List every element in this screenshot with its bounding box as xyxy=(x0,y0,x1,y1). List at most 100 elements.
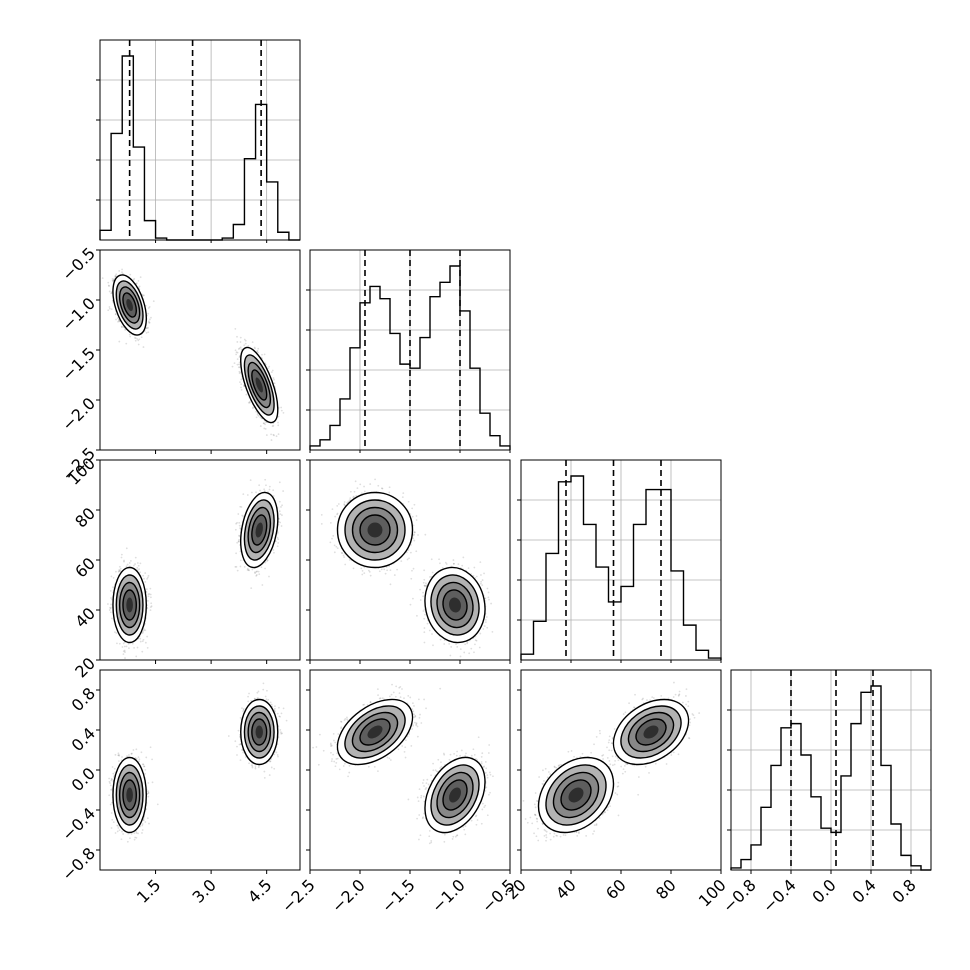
scatter-point xyxy=(146,327,148,329)
scatter-point xyxy=(238,361,241,364)
scatter-point xyxy=(282,411,285,414)
scatter-point xyxy=(247,401,250,404)
scatter-point xyxy=(248,400,251,403)
scatter-point xyxy=(133,336,136,339)
scatter-point xyxy=(236,358,239,360)
scatter-point xyxy=(277,424,280,427)
scatter-point xyxy=(148,318,151,321)
scatter-point xyxy=(235,351,238,354)
scatter-point xyxy=(240,378,243,381)
scatter-point xyxy=(240,388,243,391)
scatter-point xyxy=(112,279,115,282)
scatter-point xyxy=(237,366,240,369)
scatter-point xyxy=(152,300,155,303)
scatter-point xyxy=(272,377,275,379)
scatter-point xyxy=(262,422,265,425)
scatter-point xyxy=(256,349,259,352)
scatter-point xyxy=(147,312,150,315)
scatter-point xyxy=(148,321,151,324)
scatter-point xyxy=(273,434,275,437)
scatter-point xyxy=(133,277,136,280)
scatter-point xyxy=(277,421,279,424)
scatter-point xyxy=(243,338,246,341)
histogram-panel-0 xyxy=(96,39,301,241)
scatter-point xyxy=(264,423,266,426)
scatter-point xyxy=(259,425,262,427)
scatter-point xyxy=(111,279,114,282)
scatter-point xyxy=(128,333,131,336)
scatter-point xyxy=(112,279,115,281)
scatter-point xyxy=(231,365,234,368)
scatter-point xyxy=(238,370,241,373)
scatter-point xyxy=(114,313,117,315)
scatter-point xyxy=(254,347,256,350)
scatter-point xyxy=(251,407,254,410)
scatter-point xyxy=(135,282,138,285)
scatter-point xyxy=(239,336,242,339)
scatter-point xyxy=(280,406,283,409)
scatter-point xyxy=(238,372,241,375)
scatter-point xyxy=(257,351,260,354)
scatter-point xyxy=(145,332,148,334)
scatter-point xyxy=(137,343,140,346)
scatter-content xyxy=(101,268,285,441)
scatter-point xyxy=(118,320,121,323)
scatter-point xyxy=(110,308,113,311)
scatter-point xyxy=(275,435,278,438)
scatter-point xyxy=(117,320,119,323)
scatter-point xyxy=(238,347,241,350)
scatter-point xyxy=(120,325,123,328)
scatter-point xyxy=(116,317,119,319)
scatter-point xyxy=(138,338,141,341)
scatter-point xyxy=(111,278,114,280)
scatter-point xyxy=(251,341,254,344)
scatter-point xyxy=(243,344,246,347)
scatter-point xyxy=(273,382,276,385)
scatter-point xyxy=(264,428,267,430)
scatter-point xyxy=(245,393,248,396)
scatter-point xyxy=(108,307,111,310)
scatter-point xyxy=(263,422,265,425)
scatter-point xyxy=(248,401,251,404)
scatter-point xyxy=(239,381,241,384)
scatter-point xyxy=(141,293,144,296)
scatter-point xyxy=(118,270,121,272)
scatter-point xyxy=(115,318,117,321)
scatter-point xyxy=(270,371,273,373)
scatter-point xyxy=(238,355,241,357)
scatter-point xyxy=(142,346,145,348)
scatter-point xyxy=(237,348,240,350)
scatter-point xyxy=(150,316,152,319)
scatter-point xyxy=(234,349,237,352)
scatter-point xyxy=(261,353,263,356)
scatter-point xyxy=(124,328,127,331)
scatter-point xyxy=(236,363,239,366)
scatter-point xyxy=(138,285,141,288)
scatter-point xyxy=(267,367,269,370)
scatter-point xyxy=(236,351,239,354)
scatter-point xyxy=(147,331,150,334)
scatter-point xyxy=(271,425,274,428)
scatter-point xyxy=(277,433,280,436)
scatter-point xyxy=(136,338,139,340)
scatter-point xyxy=(137,339,140,342)
scatter-point xyxy=(272,424,275,427)
scatter-point xyxy=(240,386,242,389)
scatter-point xyxy=(259,416,262,419)
scatter-point xyxy=(263,427,266,430)
scatter-point xyxy=(125,342,128,345)
scatter-point xyxy=(147,307,150,309)
scatter-point xyxy=(129,273,132,276)
histogram-step-3 xyxy=(730,685,931,871)
scatter-point xyxy=(255,416,258,419)
scatter-point xyxy=(108,285,110,287)
scatter-point xyxy=(114,275,117,277)
scatter-point xyxy=(147,326,150,329)
scatter-point xyxy=(137,280,140,282)
scatter-point xyxy=(270,439,273,441)
scatter-point xyxy=(143,294,145,297)
scatter-point xyxy=(240,383,243,386)
scatter-point xyxy=(147,320,150,323)
scatter-point xyxy=(110,292,113,295)
